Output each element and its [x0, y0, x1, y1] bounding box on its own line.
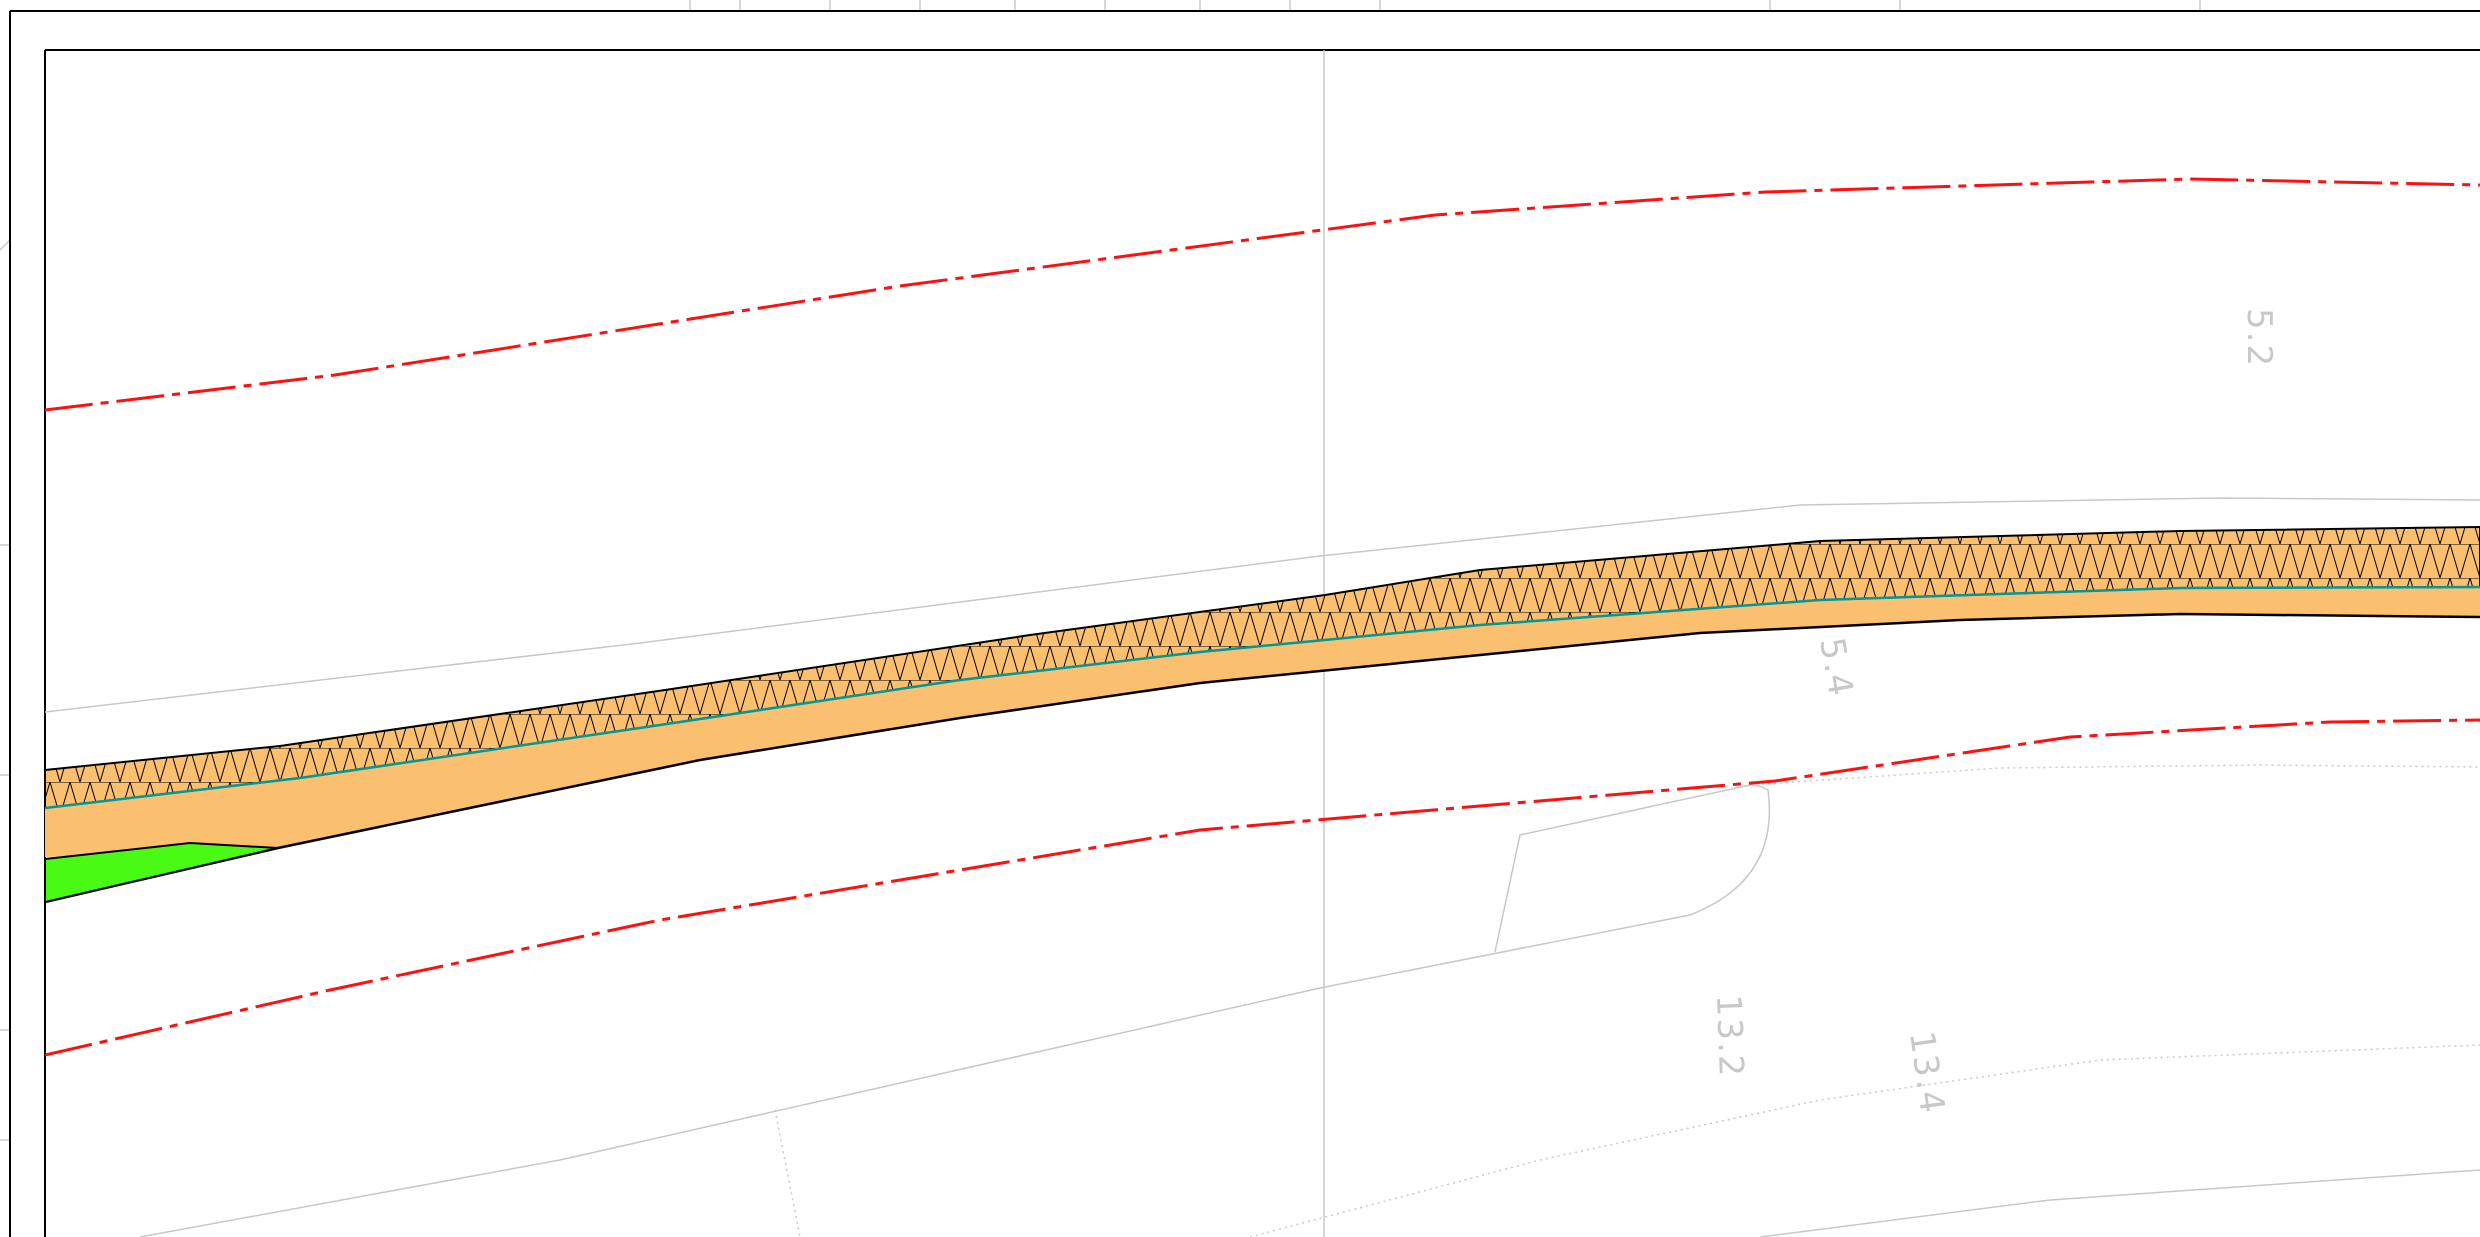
sheet-border-ticks: [0, 0, 2201, 1141]
reference-line-upper: [45, 497, 2480, 713]
teal-edge-line: [45, 585, 2480, 810]
dotted-reference-lines: [774, 764, 2480, 1237]
green-patch: [45, 841, 279, 904]
label-5-2: 5.2: [2239, 308, 2279, 368]
dotted-line-3: [774, 1109, 801, 1237]
setback-line-upper: [45, 177, 2480, 412]
label-5-4: 5.4: [1811, 635, 1861, 701]
label-13-4: 13.4: [1901, 1029, 1952, 1117]
reference-line-bottom: [1759, 1169, 2480, 1237]
reference-curve: [1689, 784, 1771, 916]
reference-line-lower: [139, 914, 1691, 1237]
setback-lines: [45, 177, 2480, 1057]
setback-line-lower: [45, 718, 2480, 1057]
reference-line-parcel: [1494, 784, 1751, 953]
fill-layer-body: [45, 527, 2480, 857]
reference-lines: [45, 497, 2480, 1237]
fill-layer-bottom-edge: [45, 612, 2480, 904]
label-13-2: 13.2: [1708, 994, 1751, 1079]
dotted-line-2: [1249, 1044, 2480, 1237]
